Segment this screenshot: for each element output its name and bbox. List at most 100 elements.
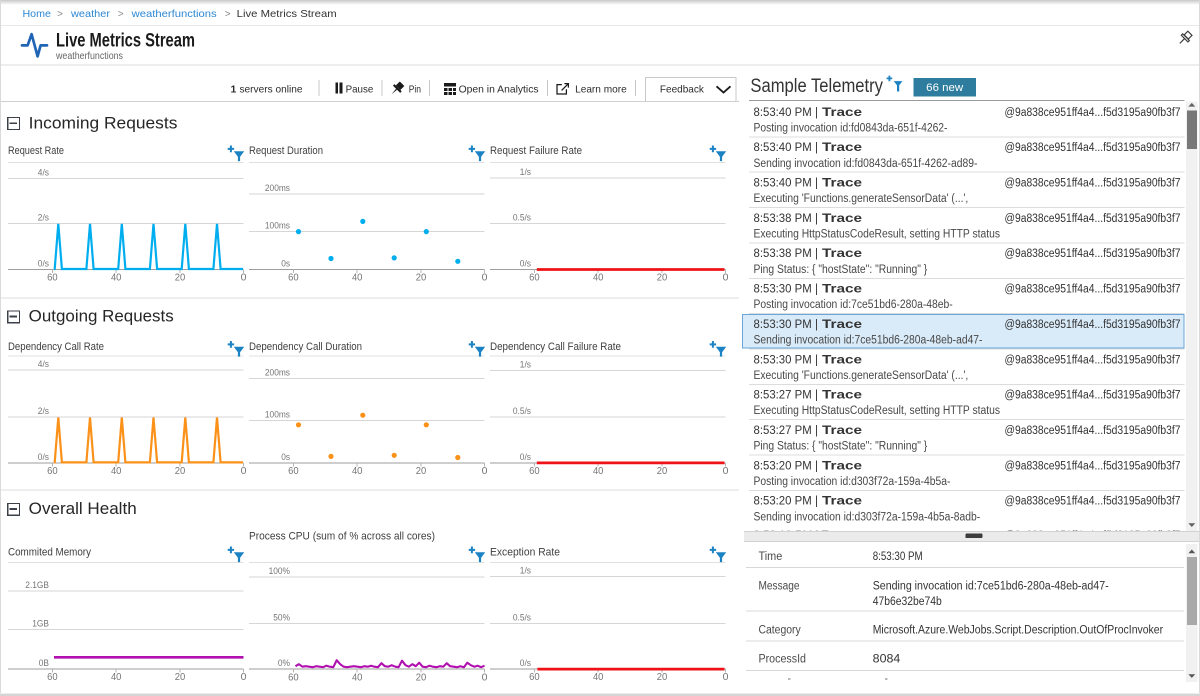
svg-text:4/s: 4/s bbox=[38, 359, 49, 370]
svg-text:weather: weather bbox=[70, 8, 111, 20]
svg-text:Incoming Requests: Incoming Requests bbox=[29, 114, 178, 132]
svg-text:1/s: 1/s bbox=[520, 167, 531, 178]
svg-text:|: | bbox=[815, 107, 818, 119]
svg-text:0: 0 bbox=[723, 272, 729, 284]
svg-text:Dependency Call Rate: Dependency Call Rate bbox=[8, 341, 104, 353]
svg-text:Sending invocation id:7ce51bd6: Sending invocation id:7ce51bd6-280a-48eb… bbox=[873, 581, 1109, 593]
svg-text:100%: 100% bbox=[269, 566, 291, 577]
svg-text:Pause: Pause bbox=[346, 84, 374, 96]
svg-text:40: 40 bbox=[352, 465, 363, 477]
svg-text:Posting invocation id:7ce51bd6: Posting invocation id:7ce51bd6-280a-48eb… bbox=[754, 299, 953, 311]
svg-text:Sending invocation id:fd0843da: Sending invocation id:fd0843da-651f-4262… bbox=[754, 158, 978, 170]
svg-text:0: 0 bbox=[723, 465, 729, 477]
svg-text:@9a838ce951ff4a4...f5d3195a90f: @9a838ce951ff4a4...f5d3195a90fb3f7 bbox=[1005, 530, 1181, 542]
svg-text:Request Rate: Request Rate bbox=[8, 145, 64, 157]
svg-text:@9a838ce951ff4a4...f5d3195a90f: @9a838ce951ff4a4...f5d3195a90fb3f7 bbox=[1005, 107, 1181, 119]
svg-text:0.5/s: 0.5/s bbox=[513, 212, 531, 223]
svg-text:0/s: 0/s bbox=[38, 258, 49, 269]
svg-text:60: 60 bbox=[529, 465, 540, 477]
svg-text:20: 20 bbox=[175, 671, 186, 683]
svg-text:Trace: Trace bbox=[822, 248, 862, 260]
svg-text:8:53:27 PM: 8:53:27 PM bbox=[754, 390, 812, 402]
svg-text:|: | bbox=[815, 284, 818, 296]
svg-text:Commited Memory: Commited Memory bbox=[8, 546, 91, 558]
svg-text:Learn more: Learn more bbox=[575, 84, 627, 96]
svg-text:0: 0 bbox=[241, 465, 247, 477]
svg-text:47b6e32be74b: 47b6e32be74b bbox=[873, 596, 942, 608]
svg-text:@9a838ce951ff4a4...f5d3195a90f: @9a838ce951ff4a4...f5d3195a90fb3f7 bbox=[1005, 496, 1181, 508]
svg-text:200ms: 200ms bbox=[265, 367, 290, 378]
svg-text:Sending invocation id:d303f72a: Sending invocation id:d303f72a-159a-4b5a… bbox=[754, 511, 981, 523]
svg-text:8:53:30 PM: 8:53:30 PM bbox=[873, 551, 923, 563]
svg-text:0B: 0B bbox=[39, 658, 49, 669]
svg-text:8:53:27 PM: 8:53:27 PM bbox=[754, 425, 812, 437]
svg-text:Live Metrics Stream: Live Metrics Stream bbox=[56, 31, 195, 52]
svg-text:40: 40 bbox=[352, 671, 363, 683]
svg-text:40: 40 bbox=[593, 272, 604, 284]
svg-text:@9a838ce951ff4a4...f5d3195a90f: @9a838ce951ff4a4...f5d3195a90fb3f7 bbox=[1005, 354, 1181, 366]
svg-text:Trace: Trace bbox=[822, 178, 862, 190]
svg-text:0.5/s: 0.5/s bbox=[513, 406, 531, 417]
svg-text:|: | bbox=[815, 142, 818, 154]
svg-text:Trace: Trace bbox=[822, 284, 862, 296]
svg-text:Time: Time bbox=[759, 551, 783, 563]
svg-text:8:53:30 PM: 8:53:30 PM bbox=[754, 284, 812, 296]
svg-text:0%: 0% bbox=[278, 658, 291, 669]
svg-text:Trace: Trace bbox=[822, 425, 862, 437]
svg-text:Ping Status: { "hostState": "R: Ping Status: { "hostState": "Running" } bbox=[754, 441, 928, 453]
svg-text:Posting invocation id:d303f72a: Posting invocation id:d303f72a-159a-4b5a… bbox=[754, 476, 951, 488]
svg-text:Executing 'Functions.generateS: Executing 'Functions.generateSensorData'… bbox=[754, 193, 969, 205]
svg-text:Trace: Trace bbox=[822, 213, 862, 225]
svg-text:40: 40 bbox=[111, 465, 122, 477]
svg-text:@9a838ce951ff4a4...f5d3195a90f: @9a838ce951ff4a4...f5d3195a90fb3f7 bbox=[1005, 425, 1181, 437]
svg-text:60: 60 bbox=[288, 272, 299, 284]
svg-text:60: 60 bbox=[47, 671, 58, 683]
svg-text:8:53:40 PM: 8:53:40 PM bbox=[754, 107, 812, 119]
svg-text:0.5/s: 0.5/s bbox=[513, 613, 531, 624]
svg-text:Request Duration: Request Duration bbox=[249, 145, 323, 157]
svg-text:100ms: 100ms bbox=[265, 221, 290, 232]
svg-text:60: 60 bbox=[529, 671, 540, 683]
svg-text:Dependency Call Failure Rate: Dependency Call Failure Rate bbox=[490, 341, 621, 353]
svg-text:Sending invocation id:7ce51bd6: Sending invocation id:7ce51bd6-280a-48eb… bbox=[754, 335, 983, 347]
svg-text:@9a838ce951ff4a4...f5d3195a90f: @9a838ce951ff4a4...f5d3195a90fb3f7 bbox=[1005, 460, 1181, 472]
svg-text:Live Metrics Stream: Live Metrics Stream bbox=[237, 8, 337, 20]
svg-text:8:53:30 PM: 8:53:30 PM bbox=[754, 354, 812, 366]
svg-text:0/s: 0/s bbox=[38, 452, 49, 463]
svg-text:4/s: 4/s bbox=[38, 167, 49, 178]
svg-text:2/s: 2/s bbox=[38, 406, 49, 417]
svg-text:2/s: 2/s bbox=[38, 212, 49, 223]
svg-text:20: 20 bbox=[416, 671, 427, 683]
svg-text:Feedback: Feedback bbox=[660, 84, 705, 96]
svg-text:Process CPU (sum of % across a: Process CPU (sum of % across all cores) bbox=[249, 531, 435, 543]
svg-text:20: 20 bbox=[175, 272, 186, 284]
svg-text:0/s: 0/s bbox=[520, 658, 531, 669]
svg-text:20: 20 bbox=[416, 465, 427, 477]
svg-text:Pin: Pin bbox=[409, 84, 421, 96]
svg-text:100ms: 100ms bbox=[265, 410, 290, 421]
svg-text:8:53:40 PM: 8:53:40 PM bbox=[754, 178, 812, 190]
svg-text:Executing HttpStatusCodeResult: Executing HttpStatusCodeResult, setting … bbox=[754, 228, 1001, 240]
svg-text:1: 1 bbox=[231, 84, 237, 96]
svg-text:200ms: 200ms bbox=[265, 183, 290, 194]
svg-text:Executing HttpStatusCodeResult: Executing HttpStatusCodeResult, setting … bbox=[754, 405, 1001, 417]
svg-text:60: 60 bbox=[288, 671, 299, 683]
svg-text:66 new: 66 new bbox=[926, 82, 963, 94]
svg-text:0: 0 bbox=[482, 465, 488, 477]
svg-text:0/s: 0/s bbox=[520, 258, 531, 269]
svg-text:Ping Status: { "hostState": "R: Ping Status: { "hostState": "Running" } bbox=[754, 264, 928, 276]
svg-text:@9a838ce951ff4a4...f5d3195a90f: @9a838ce951ff4a4...f5d3195a90fb3f7 bbox=[1005, 142, 1181, 154]
svg-text:Dependency Call Duration: Dependency Call Duration bbox=[249, 341, 362, 353]
svg-text:Trace: Trace bbox=[822, 354, 862, 366]
svg-text:@9a838ce951ff4a4...f5d3195a90f: @9a838ce951ff4a4...f5d3195a90fb3f7 bbox=[1005, 390, 1181, 402]
svg-text:@9a838ce951ff4a4...f5d3195a90f: @9a838ce951ff4a4...f5d3195a90fb3f7 bbox=[1005, 248, 1181, 260]
svg-text:8084: 8084 bbox=[873, 653, 901, 665]
svg-text:60: 60 bbox=[47, 465, 58, 477]
svg-text:20: 20 bbox=[175, 465, 186, 477]
svg-text:60: 60 bbox=[529, 272, 540, 284]
svg-text:40: 40 bbox=[111, 671, 122, 683]
svg-text:ProcessId: ProcessId bbox=[759, 653, 807, 665]
svg-text:Exception Rate: Exception Rate bbox=[490, 546, 560, 558]
svg-text:8:53:20 PM: 8:53:20 PM bbox=[754, 460, 812, 472]
svg-text:0: 0 bbox=[723, 671, 729, 683]
